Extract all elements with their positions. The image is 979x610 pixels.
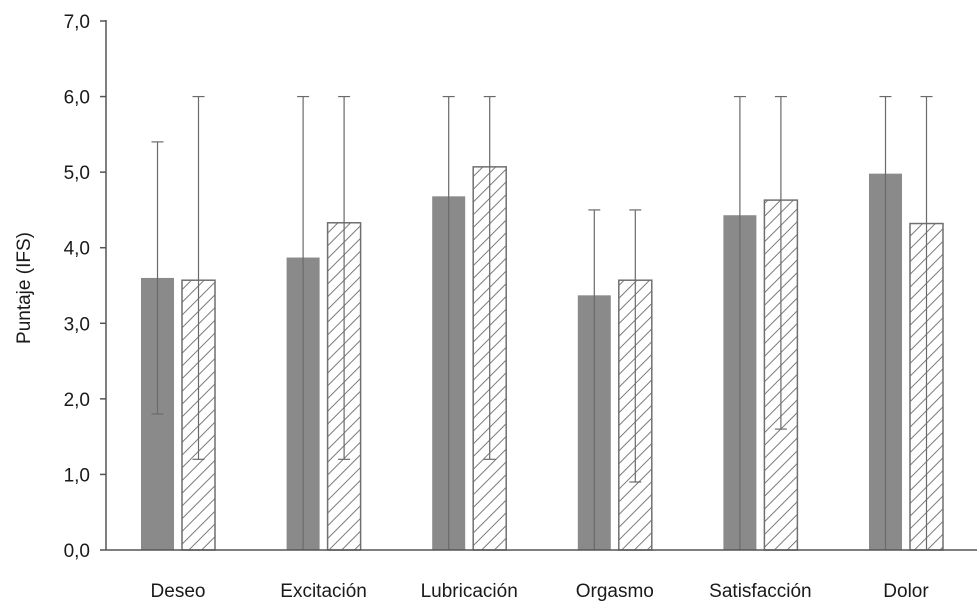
x-category-label: Dolor [883,581,929,602]
x-category-label: Satisfacción [709,581,811,602]
bars [141,166,944,551]
y-tick-label: 7,0 [64,12,90,33]
y-axis-ticks: 0,0 1,0 2,0 3,0 4,0 5,0 6,0 7,0 [64,12,106,562]
x-category-label: Excitación [280,581,367,602]
y-tick-label: 5,0 [64,163,90,184]
y-tick-label: 3,0 [64,314,90,335]
error-bars [151,95,933,550]
y-tick-label: 1,0 [64,465,90,486]
y-tick-label: 4,0 [64,239,90,260]
x-category-label: Orgasmo [576,581,654,602]
x-category-label: Lubricación [421,581,518,602]
y-tick-label: 6,0 [64,88,90,109]
x-axis-labels: Deseo Excitación Lubricación Orgasmo Satisfa… [151,581,930,602]
x-category-label: Deseo [151,581,206,602]
y-tick-label: 0,0 [64,541,90,562]
y-axis-title: Puntaje (IFS) [14,232,35,344]
y-tick-label: 2,0 [64,390,90,411]
